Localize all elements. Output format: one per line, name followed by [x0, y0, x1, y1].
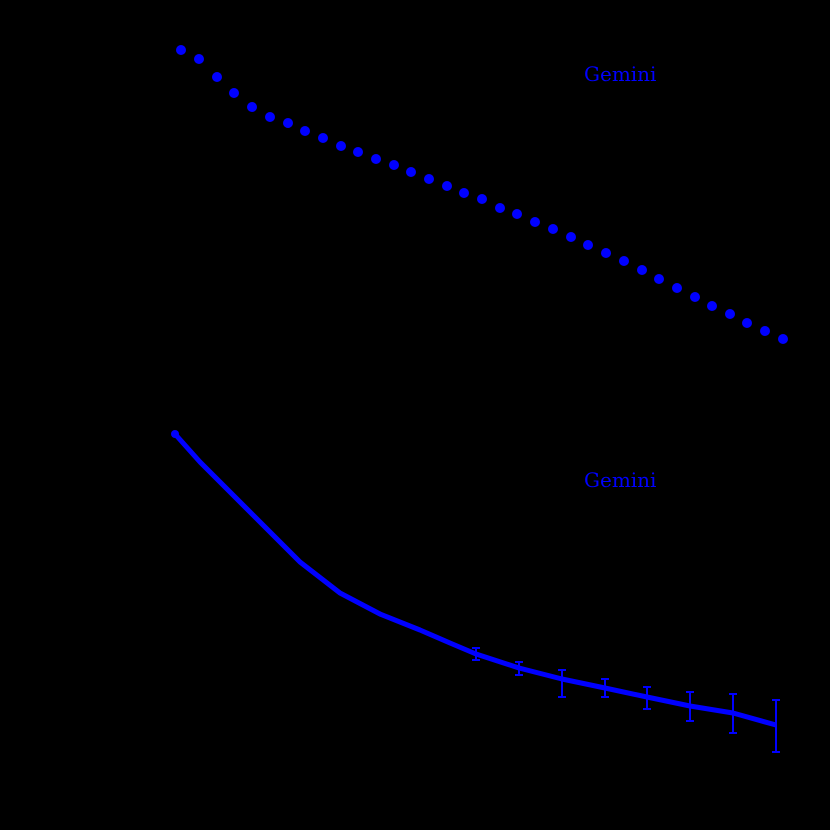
- data-point: [336, 141, 346, 151]
- data-point: [690, 292, 700, 302]
- data-point: [212, 72, 222, 82]
- data-point: [495, 203, 505, 213]
- data-point: [707, 301, 717, 311]
- data-point: [353, 147, 363, 157]
- data-point: [171, 430, 179, 438]
- data-point: [619, 256, 629, 266]
- data-point: [283, 118, 293, 128]
- data-point: [601, 248, 611, 258]
- data-point: [548, 224, 558, 234]
- data-point: [424, 174, 434, 184]
- data-curve: [173, 432, 777, 728]
- data-point: [778, 334, 788, 344]
- data-point: [389, 160, 399, 170]
- data-point: [247, 102, 257, 112]
- panel-top-label: Gemini: [584, 62, 657, 86]
- data-point: [406, 167, 416, 177]
- data-point: [442, 181, 452, 191]
- data-point: [583, 240, 593, 250]
- data-point: [760, 326, 770, 336]
- data-point: [654, 274, 664, 284]
- data-point: [477, 194, 487, 204]
- panel-bottom-label: Gemini: [584, 468, 657, 492]
- data-point: [194, 54, 204, 64]
- data-point: [229, 88, 239, 98]
- data-point: [300, 126, 310, 136]
- data-point: [566, 232, 576, 242]
- data-point: [530, 217, 540, 227]
- data-point: [672, 283, 682, 293]
- data-point: [725, 309, 735, 319]
- data-point: [176, 45, 186, 55]
- data-point: [512, 209, 522, 219]
- data-point: [371, 154, 381, 164]
- data-point: [459, 188, 469, 198]
- data-point: [318, 133, 328, 143]
- data-point: [742, 318, 752, 328]
- data-point: [637, 265, 647, 275]
- data-point: [265, 112, 275, 122]
